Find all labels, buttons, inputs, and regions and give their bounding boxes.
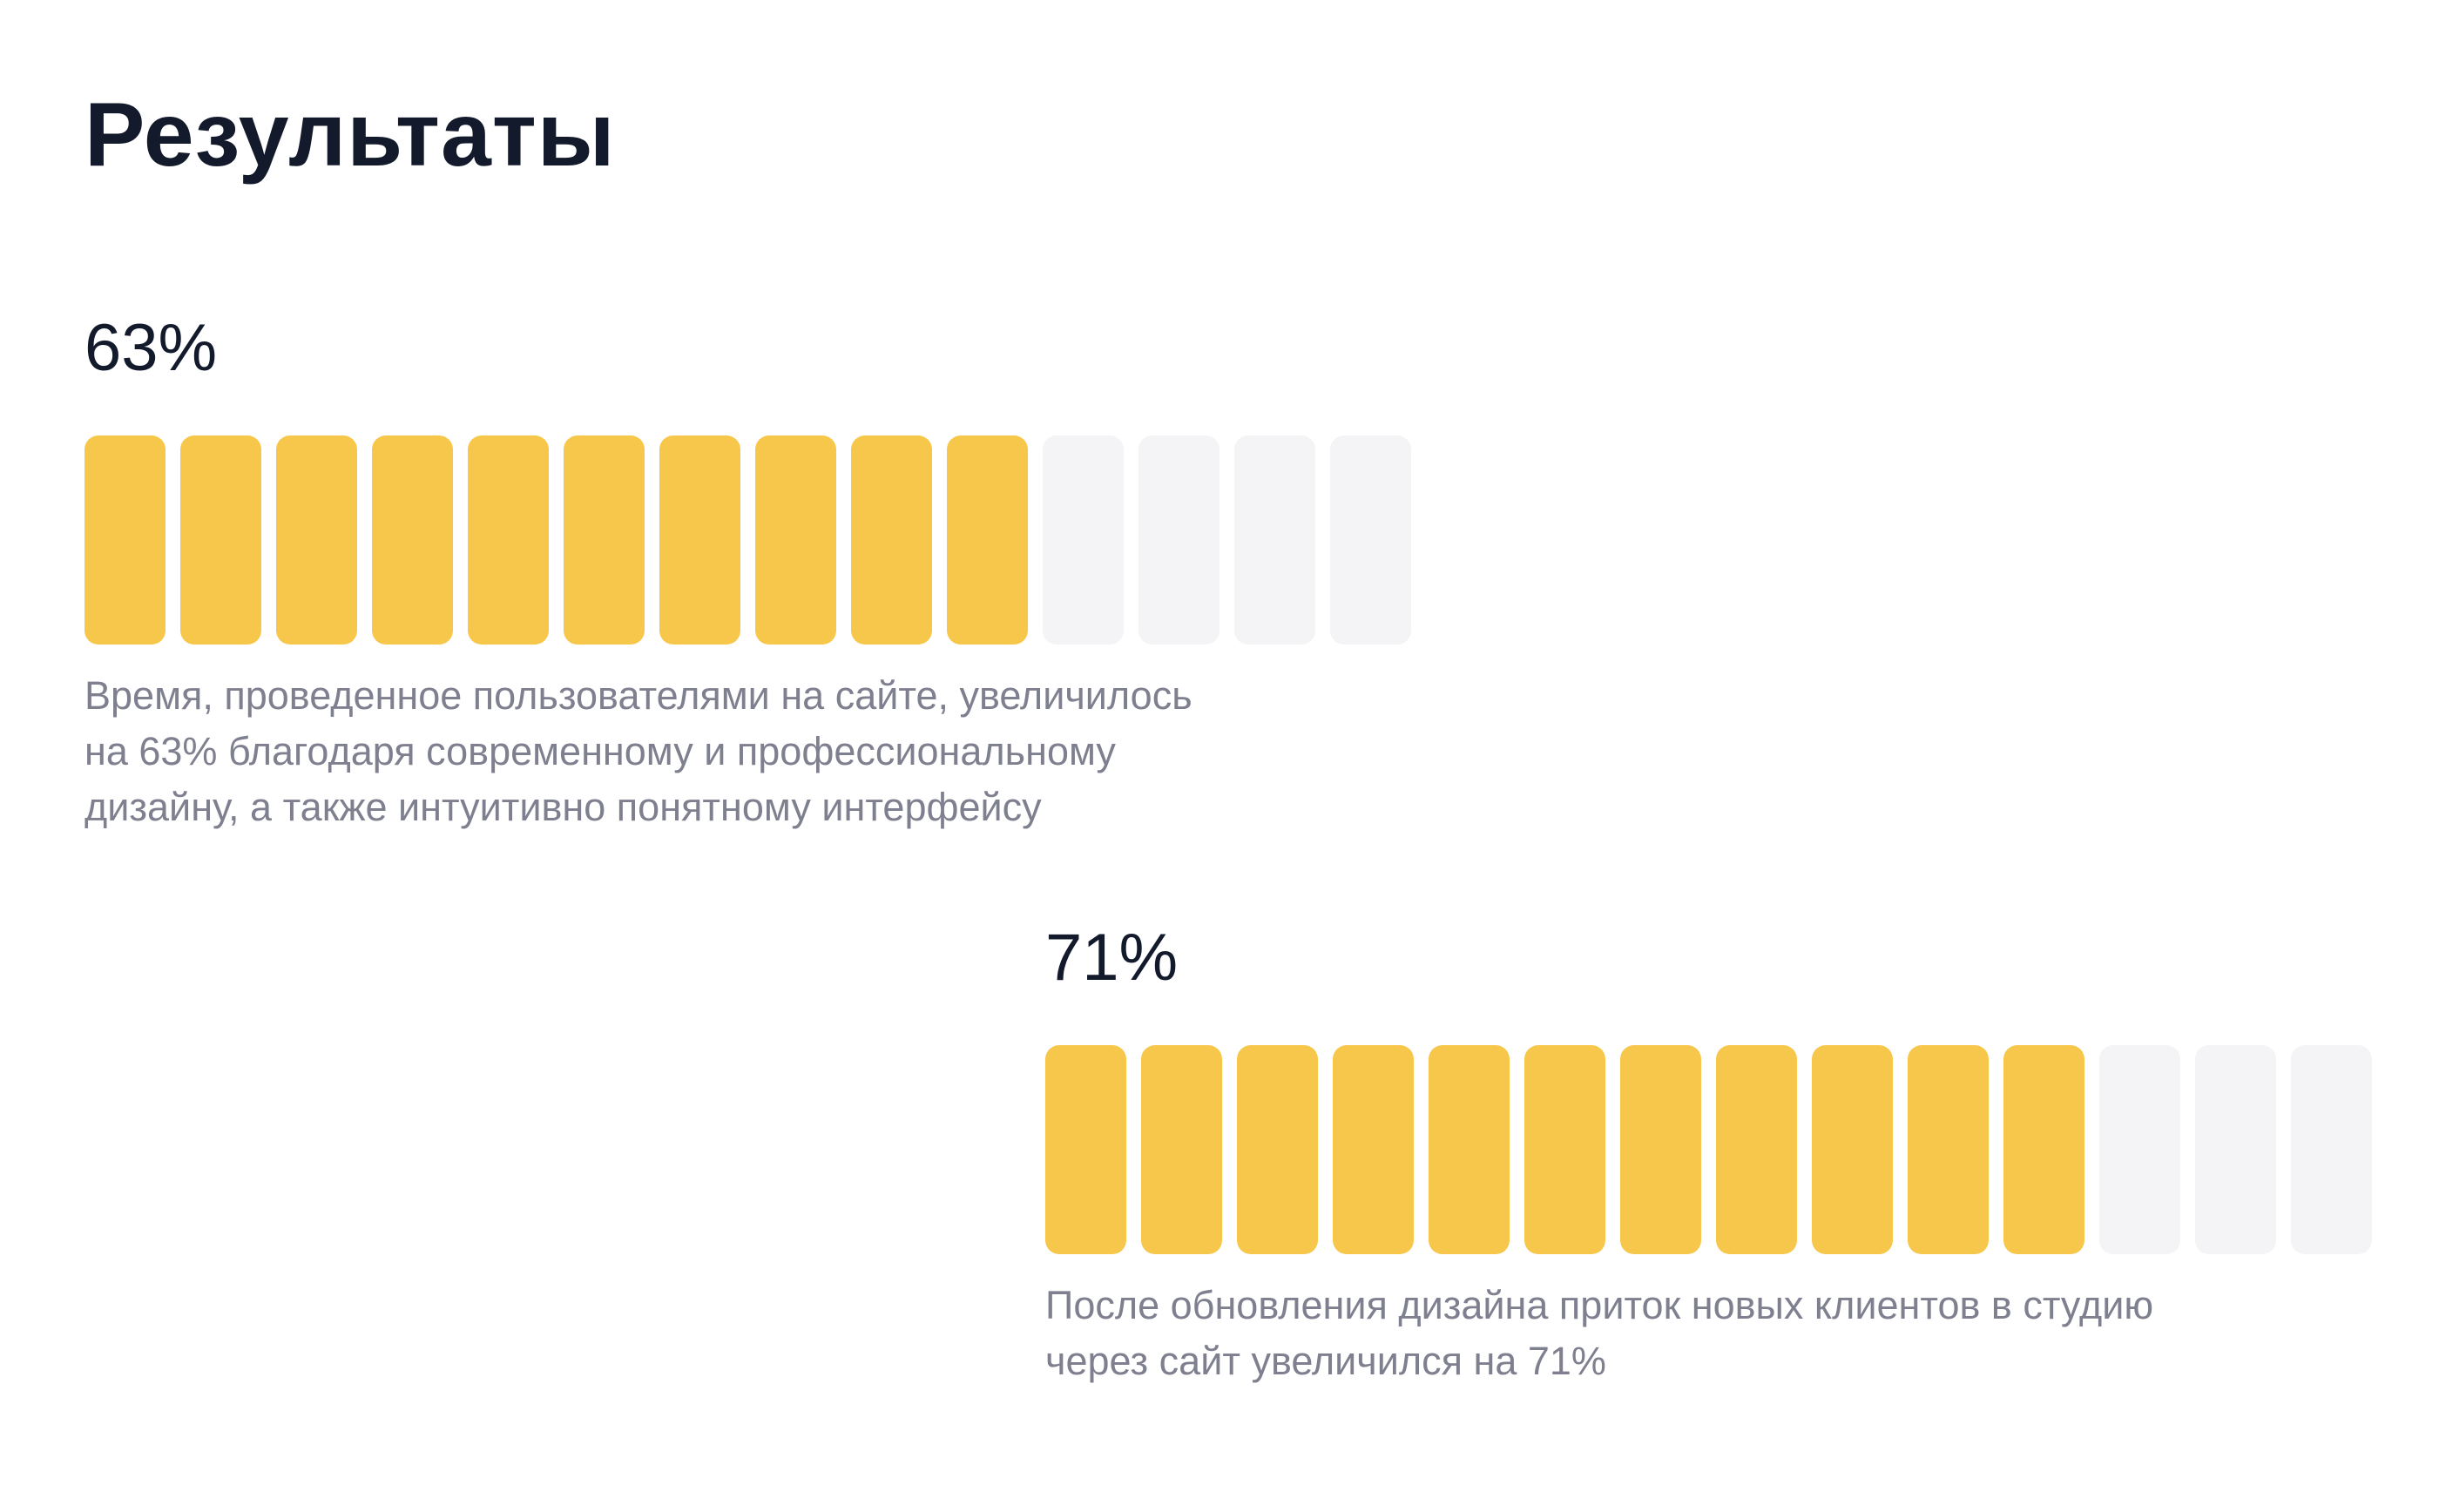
progress-segment-filled xyxy=(1429,1045,1510,1254)
progress-segment-filled xyxy=(1716,1045,1797,1254)
description-line: Время, проведенное пользователями на сай… xyxy=(84,673,1192,718)
progress-segment-filled xyxy=(276,435,357,645)
progress-segment-filled xyxy=(1045,1045,1126,1254)
progress-segment-empty xyxy=(2099,1045,2180,1254)
progress-segment-filled xyxy=(1812,1045,1893,1254)
progress-segment-filled xyxy=(180,435,261,645)
progress-segment-filled xyxy=(564,435,645,645)
progress-segment-filled xyxy=(84,435,166,645)
description-line: После обновления дизайна приток новых кл… xyxy=(1045,1283,2154,1327)
progress-segment-filled xyxy=(468,435,549,645)
progress-segment-empty xyxy=(2195,1045,2276,1254)
stat-value: 63% xyxy=(84,311,218,385)
progress-segment-filled xyxy=(1620,1045,1701,1254)
progress-segment-filled xyxy=(755,435,836,645)
stat-block-new-clients: 71% После обновления дизайна приток новы… xyxy=(1045,925,2404,1389)
progress-segment-empty xyxy=(1043,435,1124,645)
progress-segments xyxy=(84,435,1443,645)
stat-description: После обновления дизайна приток новых кл… xyxy=(1045,1278,2404,1389)
progress-segment-filled xyxy=(659,435,740,645)
progress-segment-filled xyxy=(2003,1045,2084,1254)
progress-segment-filled xyxy=(1524,1045,1605,1254)
progress-segment-empty xyxy=(1138,435,1220,645)
stat-value: 71% xyxy=(1045,921,1179,995)
description-line: через сайт увеличился на 71% xyxy=(1045,1339,1606,1383)
progress-segment-filled xyxy=(1333,1045,1414,1254)
progress-segment-filled xyxy=(1908,1045,1989,1254)
stat-block-time-on-site: 63% Время, проведенное пользователями на… xyxy=(84,315,1443,835)
progress-segment-empty xyxy=(1234,435,1315,645)
description-line: на 63% благодаря современному и професси… xyxy=(84,729,1116,773)
stat-description: Время, проведенное пользователями на сай… xyxy=(84,668,1443,835)
progress-segments xyxy=(1045,1045,2404,1254)
progress-segment-filled xyxy=(1237,1045,1318,1254)
description-line: дизайну, а также интуитивно понятному ин… xyxy=(84,785,1042,829)
progress-segment-filled xyxy=(947,435,1028,645)
progress-segment-empty xyxy=(2291,1045,2372,1254)
progress-segment-filled xyxy=(1141,1045,1222,1254)
page-title: Результаты xyxy=(84,84,616,186)
progress-segment-empty xyxy=(1330,435,1411,645)
progress-segment-filled xyxy=(372,435,453,645)
progress-segment-filled xyxy=(851,435,932,645)
